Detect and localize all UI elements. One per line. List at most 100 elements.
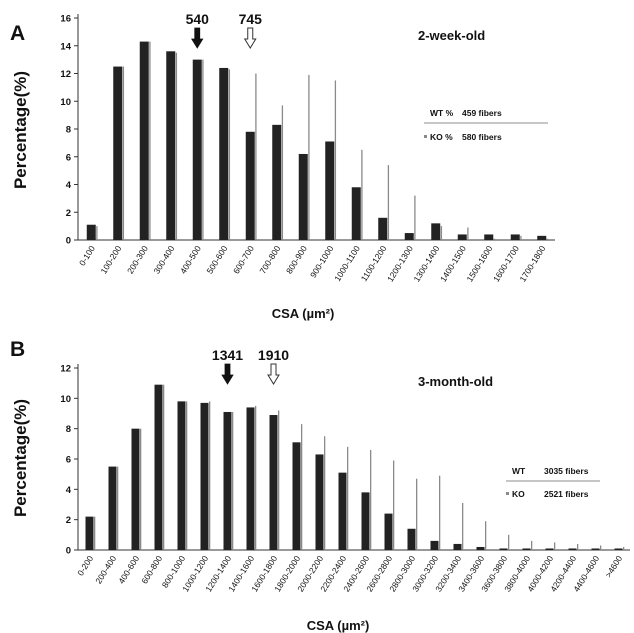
panel-b-bar-ko: [370, 449, 372, 550]
panel-a-ytick-label: 14: [60, 41, 71, 52]
panel-a-xtick-label: 800-900: [284, 244, 309, 276]
panel-a-ylabel: Percentage(%): [11, 71, 30, 189]
panel-b-marker-arrow-open-icon: [267, 363, 280, 385]
panel-a-bar-ko: [202, 59, 204, 240]
panel-a-legend-wt-label: WT %: [430, 108, 454, 118]
panel-a-bar-wt: [245, 131, 255, 240]
panel-a-bar-ko: [467, 227, 469, 240]
panel-a-bar-wt: [272, 124, 282, 240]
panel-a-xtick-label: 1200-1300: [385, 244, 415, 284]
panel-a-ytick-label: 8: [66, 125, 71, 136]
panel-a-bar-ko: [281, 105, 284, 240]
panel-a-bar-wt: [86, 224, 96, 240]
panel-b-bar-ko: [324, 436, 326, 550]
panel-a-xtick-label: 700-800: [257, 244, 282, 276]
panel-a-xtick-label: 1500-1600: [464, 244, 494, 284]
panel-b-bar-ko: [462, 502, 464, 550]
panel-a-bar-ko: [149, 41, 151, 241]
panel-a-xlabel: CSA (µm²): [272, 306, 335, 321]
panel-b-bar-wt: [338, 472, 347, 550]
panel-b-bar-ko: [554, 542, 556, 550]
panel-b-bar-wt: [292, 442, 301, 550]
panel-a-bar-wt: [457, 234, 467, 240]
panel-b-legend-wt-detail: 3035 fibers: [544, 466, 589, 476]
panel-b-bar-ko: [117, 466, 119, 550]
panel-b-legend-wt-label: WT: [512, 466, 526, 476]
panel-b-bar-wt: [568, 548, 577, 550]
panel-a-xtick-label: 300-400: [151, 244, 176, 276]
panel-b-bar-wt: [108, 466, 117, 550]
panel-a-xtick-label: 1700-1800: [517, 244, 547, 284]
panel-a-bar-wt: [192, 59, 202, 240]
panel-a-ytick-label: 0: [66, 236, 71, 247]
panel-b-bar-wt: [200, 402, 209, 550]
panel-a-xtick-label: 100-200: [98, 244, 123, 276]
panel-b-legend-ko-label: KO: [512, 489, 525, 499]
panel-b-ytick-label: 2: [66, 515, 71, 526]
panel-b-bar-ko: [232, 411, 234, 550]
panel-a-bar-wt: [431, 223, 441, 240]
panel-a-xtick-label: 1000-1100: [332, 244, 362, 283]
panel-b-ytick-label: 0: [66, 546, 71, 557]
panel-a-legend-ko-detail: 580 fibers: [462, 132, 502, 142]
panel-b-bar-ko: [209, 401, 211, 550]
panel-b-bar-ko: [577, 543, 579, 550]
panel-a-marker-arrow-open-icon: [243, 27, 257, 49]
panel-b-chart: 0246810120-200200-400400-600600-800800-1…: [60, 347, 630, 594]
panel-a-bar-wt: [139, 41, 149, 241]
panel-b-bar-ko: [439, 475, 441, 550]
panel-b-bar-ko: [485, 521, 487, 550]
panel-a-bar-ko: [175, 52, 178, 240]
panel-a-xtick-label: 500-600: [204, 244, 229, 276]
panel-b-bar-wt: [407, 528, 416, 550]
panel-b-legend-ko-swatch: [506, 492, 509, 495]
panel-a-letter: A: [10, 22, 25, 45]
panel-b-bar-wt: [361, 492, 370, 550]
panel-b-bar-ko: [600, 545, 602, 550]
panel-a-bar-wt: [537, 235, 547, 240]
panel-b-bar-ko: [94, 516, 96, 550]
panel-a-bar-ko: [96, 226, 98, 240]
panel-a-bar-wt: [166, 51, 176, 240]
panel-b-xtick-label: 400-600: [116, 554, 141, 586]
panel-b-ytick-label: 8: [66, 424, 71, 435]
panel-a-ytick-label: 12: [60, 69, 71, 80]
panel-a-legend-ko-swatch: [424, 135, 427, 138]
panel-b-bar-wt: [269, 415, 278, 550]
panel-b-bar-wt: [476, 546, 485, 550]
panel-b-bar-ko: [186, 401, 188, 550]
panel-a-legend-ko-label: KO %: [430, 132, 453, 142]
panel-b-bar-wt: [499, 548, 508, 550]
panel-b-ytick-label: 4: [66, 485, 72, 496]
panel-a-bar-wt: [484, 234, 494, 240]
panel-a-xtick-label: 900-1000: [308, 244, 336, 280]
panel-b-bar-wt: [131, 428, 140, 550]
panel-a-bar-ko: [255, 73, 257, 240]
panel-b-xtick-label: 200-400: [93, 554, 118, 586]
panel-b-bar-ko: [416, 478, 418, 550]
panel-b-ytick-label: 12: [60, 364, 71, 375]
panel-b-bar-wt: [430, 540, 439, 550]
panel-a-bar-ko: [546, 238, 549, 240]
panel-b-letter: B: [10, 338, 25, 361]
panel-a-ytick-label: 2: [66, 208, 71, 219]
panel-b-bar-ko: [278, 410, 280, 550]
panel-a-bar-wt: [325, 141, 335, 240]
panel-a-bar-ko: [440, 226, 443, 240]
panel-b-bar-wt: [384, 513, 393, 550]
panel-b-bar-ko: [140, 428, 142, 550]
panel-b-bar-wt: [246, 407, 255, 550]
panel-a-bar-ko: [520, 235, 522, 240]
panel-b-ytick-label: 6: [66, 455, 71, 466]
panel-b-bar-wt: [177, 401, 186, 550]
panel-a-bar-wt: [404, 233, 414, 240]
panel-b-bar-ko: [531, 540, 533, 550]
panel-b-bar-ko: [163, 384, 165, 550]
panel-a-bar-ko: [122, 66, 125, 240]
panel-a-bar-ko: [228, 69, 231, 241]
panel-a-legend-wt-detail: 459 fibers: [462, 108, 502, 118]
panel-a-marker-label: 745: [239, 11, 263, 27]
panel-b-xtick-label: 600-800: [139, 554, 164, 586]
